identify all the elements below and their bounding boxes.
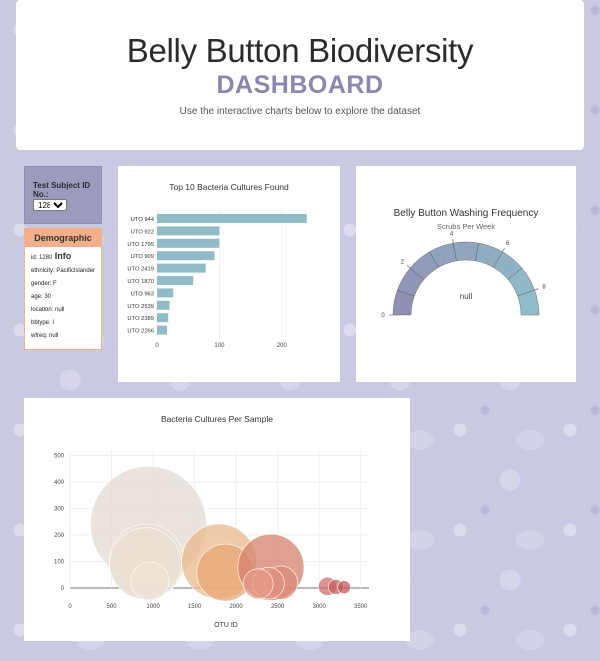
gauge-segment <box>453 241 479 262</box>
bubble-x-tick-label: 500 <box>107 604 118 610</box>
gauge-tick-label: 0 <box>381 313 385 319</box>
bubble-y-tick-label: 300 <box>54 506 65 512</box>
bubble-x-tick-label: 3500 <box>354 604 368 610</box>
bar-category-label: UTO 2419 <box>127 267 154 273</box>
bar[interactable] <box>157 300 170 310</box>
bar-category-label: UTO 2389 <box>127 316 154 322</box>
page-subtitle: DASHBOARD <box>216 71 384 99</box>
subject-id-select[interactable]: 1280 <box>33 199 67 211</box>
bar[interactable] <box>157 263 206 273</box>
demographic-wfreq: wfreq: null <box>31 333 59 339</box>
bar[interactable] <box>157 313 169 323</box>
gauge-tick-label: 8 <box>542 285 546 291</box>
bubble-point[interactable] <box>242 568 274 600</box>
bar-category-label: UTO 2266 <box>127 329 154 335</box>
demographic-age: age: 30 <box>31 294 52 300</box>
bubble-chart-title: Bacteria Cultures Per Sample <box>161 414 273 424</box>
bar-chart: Top 10 Bacteria Cultures Found UTO 944 UT… <box>127 182 307 349</box>
gauge-tick <box>406 265 411 269</box>
gauge-chart-panel: Belly Button Washing Frequency Scrubs Pe… <box>356 166 576 382</box>
bar-category-label: UTO 909 <box>131 254 154 260</box>
demographic-bbtype: bbtype: I <box>31 320 55 326</box>
gauge-tick <box>452 239 454 244</box>
bubble-x-tick-label: 2000 <box>229 604 243 610</box>
gauge-tick-label: 2 <box>401 260 405 266</box>
gauge-value: null <box>460 292 473 301</box>
bubble-point[interactable] <box>130 561 170 601</box>
bar-x-tick-label: 0 <box>155 343 159 349</box>
bubble-y-tick-label: 100 <box>54 559 65 565</box>
bar[interactable] <box>157 288 174 298</box>
bubble-x-tick-label: 1000 <box>146 604 160 610</box>
bubble-point[interactable] <box>337 580 351 594</box>
bar-category-label: UTO 1870 <box>127 279 154 285</box>
gauge-title: Belly Button Washing Frequency <box>394 208 539 219</box>
demographic-info-panel: Demographic Info id: 1280 ethnicity: Pac… <box>24 228 102 350</box>
gauge-tick <box>502 248 505 252</box>
bubble-x-tick-label: 0 <box>68 604 72 610</box>
bar[interactable] <box>157 226 220 236</box>
bar-chart-title: Top 10 Bacteria Cultures Found <box>169 182 289 192</box>
bubble-y-tick-label: 400 <box>54 480 65 486</box>
bubble-chart-panel: Bacteria Cultures Per Sample 0 100 200 300 4… <box>24 398 410 641</box>
bubble-x-tick-label: 2500 <box>271 604 285 610</box>
demographic-info-heading: Demographic Info <box>25 229 101 261</box>
gauge-chart: Belly Button Washing Frequency Scrubs Pe… <box>381 208 546 319</box>
demographic-id: id: 1280 <box>31 255 53 261</box>
demographic-ethnicity: ethnicity: Pacificlslander <box>31 268 96 274</box>
bar-category-label: UTO 2539 <box>127 304 154 310</box>
subject-selector-panel: Test Subject ID No.: 1280 <box>24 166 102 224</box>
gauge-subtitle: Scrubs Per Week <box>437 222 495 231</box>
bar[interactable] <box>157 251 215 261</box>
bar[interactable] <box>157 214 307 223</box>
bubble-x-axis-label: OTU ID <box>214 622 238 629</box>
page-title: Belly Button Biodiversity <box>126 32 474 69</box>
bubble-x-tick-label: 3000 <box>312 604 326 610</box>
gauge-segment <box>517 289 540 316</box>
bubble-y-tick-label: 0 <box>61 586 65 592</box>
bar-x-tick-label: 200 <box>277 343 288 349</box>
bubble-x-tick-label: 1500 <box>188 604 202 610</box>
demographic-location: location: null <box>31 307 65 313</box>
bar-chart-panel: Top 10 Bacteria Cultures Found UTO 944 UT… <box>118 166 340 382</box>
bubble-chart: Bacteria Cultures Per Sample 0 100 200 300 4… <box>54 414 369 629</box>
bubble-y-tick-label: 500 <box>54 453 65 459</box>
bar-category-label: UTO 1795 <box>127 242 154 248</box>
bar-category-label: UTO 922 <box>131 229 154 235</box>
bar[interactable] <box>157 276 194 285</box>
gauge-tick <box>534 288 539 291</box>
subject-selector-label: Test Subject ID No.: <box>33 181 91 199</box>
gauge-tick-label: 6 <box>506 241 510 247</box>
bar[interactable] <box>157 238 220 248</box>
demographic-gender: gender: F <box>31 281 57 287</box>
gauge-tick-label: 4 <box>450 231 454 237</box>
bubble-y-tick-label: 200 <box>54 533 65 539</box>
bar-category-label: UTO 963 <box>131 291 154 297</box>
bar-x-tick-label: 100 <box>214 343 225 349</box>
bar[interactable] <box>157 325 167 335</box>
bar-category-label: UTO 944 <box>131 217 155 223</box>
page-tagline: Use the interactive charts below to expl… <box>179 106 421 117</box>
header-panel: Belly Button Biodiversity DASHBOARD Use … <box>16 0 584 150</box>
